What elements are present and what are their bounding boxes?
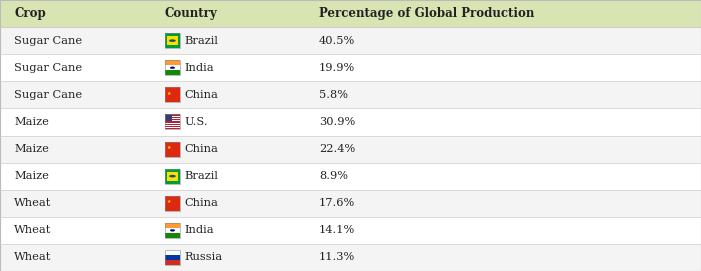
Bar	[165, 126, 180, 127]
Text: India: India	[184, 63, 214, 73]
Bar	[165, 223, 180, 228]
Text: Brazil: Brazil	[184, 36, 218, 46]
Bar	[0, 190, 701, 217]
Text: Crop: Crop	[14, 7, 46, 20]
Bar	[0, 217, 701, 244]
Bar	[165, 223, 180, 238]
Text: 5.8%: 5.8%	[319, 90, 348, 100]
Bar	[0, 0, 701, 27]
Bar	[165, 255, 180, 260]
Bar	[165, 114, 172, 121]
Text: Maize: Maize	[14, 144, 49, 154]
Text: ★: ★	[167, 91, 172, 96]
Bar	[165, 60, 180, 75]
FancyBboxPatch shape	[167, 172, 178, 181]
Text: ★: ★	[167, 145, 172, 150]
Bar	[165, 125, 180, 126]
Text: Country: Country	[165, 7, 217, 20]
Bar	[0, 54, 701, 81]
Bar	[165, 260, 180, 265]
Bar	[165, 196, 180, 211]
Text: U.S.: U.S.	[184, 117, 208, 127]
Bar	[0, 108, 701, 136]
Bar	[165, 87, 180, 102]
Text: Wheat: Wheat	[14, 225, 51, 235]
Bar	[165, 169, 180, 184]
Bar	[165, 87, 180, 102]
Text: India: India	[184, 225, 214, 235]
Text: Sugar Cane: Sugar Cane	[14, 90, 82, 100]
Bar	[165, 122, 180, 124]
Bar	[165, 70, 180, 75]
Bar	[165, 33, 180, 48]
Bar	[165, 141, 180, 157]
Bar	[165, 65, 180, 70]
Text: Russia: Russia	[184, 253, 222, 262]
Circle shape	[169, 175, 176, 178]
Text: 14.1%: 14.1%	[319, 225, 355, 235]
Bar	[165, 120, 180, 121]
Text: China: China	[184, 90, 218, 100]
Bar	[165, 169, 180, 184]
Text: 40.5%: 40.5%	[319, 36, 355, 46]
Bar	[0, 163, 701, 190]
Bar	[165, 119, 180, 120]
Text: Brazil: Brazil	[184, 171, 218, 181]
Circle shape	[170, 230, 175, 231]
Bar	[165, 124, 180, 125]
Text: 11.3%: 11.3%	[319, 253, 355, 262]
Bar	[165, 228, 180, 233]
Text: Percentage of Global Production: Percentage of Global Production	[319, 7, 534, 20]
Text: China: China	[184, 198, 218, 208]
Bar	[165, 33, 180, 48]
Text: Maize: Maize	[14, 171, 49, 181]
Bar	[165, 141, 180, 157]
Text: ★: ★	[167, 199, 172, 204]
Bar	[165, 196, 180, 211]
FancyBboxPatch shape	[167, 36, 178, 45]
Bar	[165, 117, 180, 118]
Bar	[165, 118, 180, 119]
Bar	[0, 27, 701, 54]
Text: Sugar Cane: Sugar Cane	[14, 36, 82, 46]
Bar	[0, 81, 701, 108]
Bar	[165, 121, 180, 122]
Bar	[165, 128, 180, 129]
Text: 17.6%: 17.6%	[319, 198, 355, 208]
Bar	[165, 60, 180, 65]
Bar	[165, 114, 180, 116]
Text: 8.9%: 8.9%	[319, 171, 348, 181]
Text: 22.4%: 22.4%	[319, 144, 355, 154]
Bar	[165, 250, 180, 255]
Circle shape	[170, 67, 175, 69]
Bar	[165, 233, 180, 238]
Circle shape	[169, 39, 176, 42]
Text: Wheat: Wheat	[14, 253, 51, 262]
Bar	[165, 250, 180, 265]
Text: Wheat: Wheat	[14, 198, 51, 208]
Text: 19.9%: 19.9%	[319, 63, 355, 73]
Text: Sugar Cane: Sugar Cane	[14, 63, 82, 73]
Bar	[165, 127, 180, 128]
Bar	[165, 116, 180, 117]
Bar	[0, 136, 701, 163]
Text: 30.9%: 30.9%	[319, 117, 355, 127]
Text: China: China	[184, 144, 218, 154]
Text: Maize: Maize	[14, 117, 49, 127]
Bar	[0, 244, 701, 271]
Bar	[165, 114, 180, 129]
